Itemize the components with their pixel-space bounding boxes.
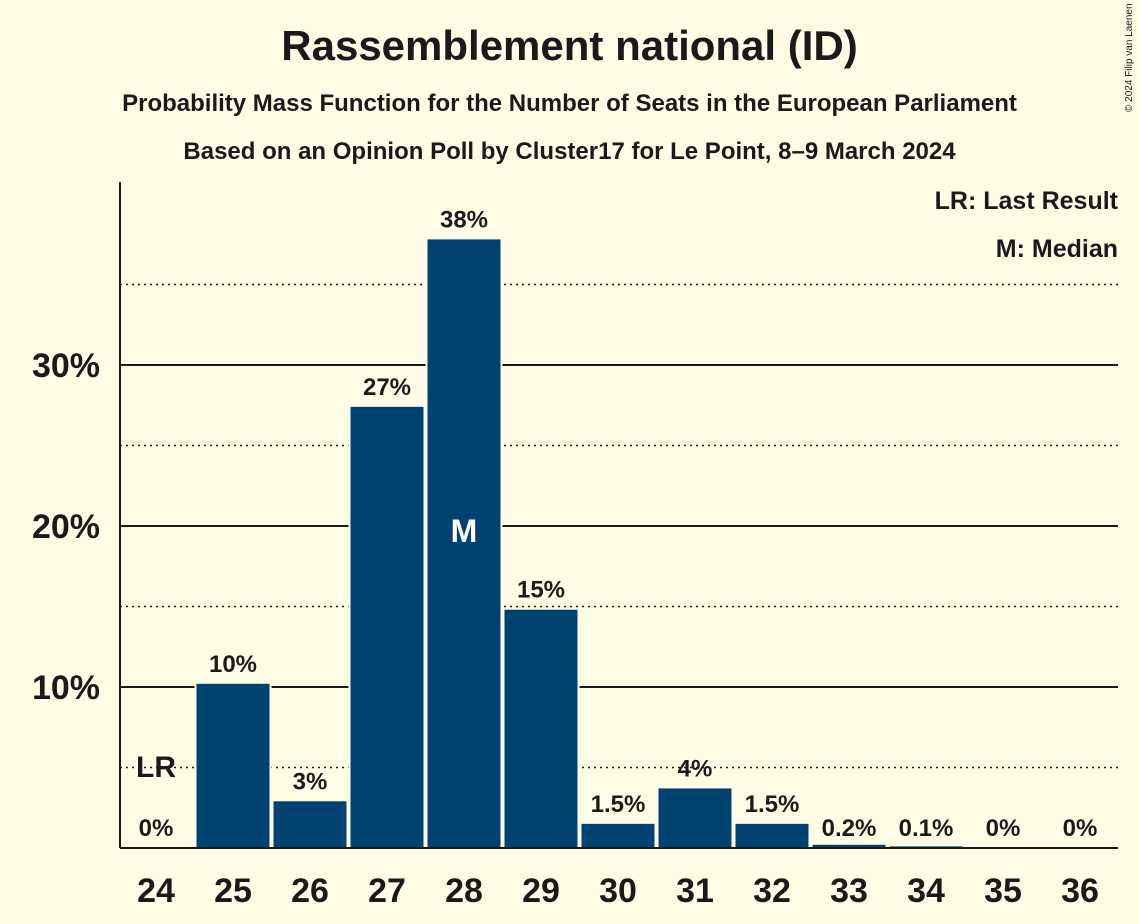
x-tick-label: 29	[522, 872, 560, 910]
x-tick-label: 30	[599, 872, 637, 910]
median-marker: M	[451, 513, 478, 549]
x-tick-label: 31	[676, 872, 714, 910]
chart-title: Rassemblement national (ID)	[281, 22, 858, 69]
bar-33	[812, 844, 886, 848]
data-label: 10%	[209, 651, 257, 678]
bar-26	[273, 801, 347, 848]
data-label: 0%	[986, 815, 1021, 842]
x-tick-label: 36	[1061, 872, 1099, 910]
bar-27	[350, 406, 424, 848]
x-tick-label: 33	[830, 872, 868, 910]
x-tick-label: 26	[291, 872, 329, 910]
x-tick-label: 28	[445, 872, 483, 910]
data-label: 1.5%	[591, 791, 646, 818]
legend-last-result: LR: Last Result	[935, 187, 1119, 215]
bar-28	[427, 239, 501, 849]
data-label: 0.2%	[822, 815, 877, 842]
bar-layer	[120, 237, 1118, 849]
grid-layer	[119, 182, 1118, 848]
bar-gap	[887, 844, 965, 848]
x-tick-label: 27	[368, 872, 406, 910]
bar-30	[581, 823, 655, 848]
data-label: 4%	[678, 755, 713, 782]
y-tick-label: 30%	[32, 347, 100, 385]
bar-25	[196, 683, 270, 848]
data-label: 1.5%	[745, 791, 800, 818]
bar-31	[658, 788, 732, 848]
x-tick-label: 34	[907, 872, 945, 910]
data-label: 15%	[517, 577, 565, 604]
data-label: 0%	[1063, 815, 1098, 842]
bar-29	[504, 609, 578, 848]
chart-subtitle: Probability Mass Function for the Number…	[122, 90, 1017, 117]
legend-median: M: Median	[996, 235, 1118, 263]
x-tick-label: 24	[137, 872, 175, 910]
y-tick-label: 10%	[32, 669, 100, 707]
label-layer: 10% 20% 30% 0% 24 LR 10% 25 3% 26 27% 27 38% 28 M 15% 29…	[32, 206, 1099, 910]
bar-32	[735, 823, 809, 848]
x-tick-label: 35	[984, 872, 1022, 910]
data-label: 3%	[293, 768, 328, 795]
y-tick-label: 20%	[32, 508, 100, 546]
data-label: 27%	[363, 374, 411, 401]
data-label: 0.1%	[899, 815, 954, 842]
x-tick-label: 32	[753, 872, 791, 910]
chart-source-line: Based on an Opinion Poll by Cluster17 fo…	[183, 138, 956, 165]
data-label: 38%	[440, 206, 488, 233]
x-tick-label: 25	[214, 872, 252, 910]
data-label: 0%	[139, 815, 174, 842]
last-result-marker: LR	[136, 751, 176, 784]
